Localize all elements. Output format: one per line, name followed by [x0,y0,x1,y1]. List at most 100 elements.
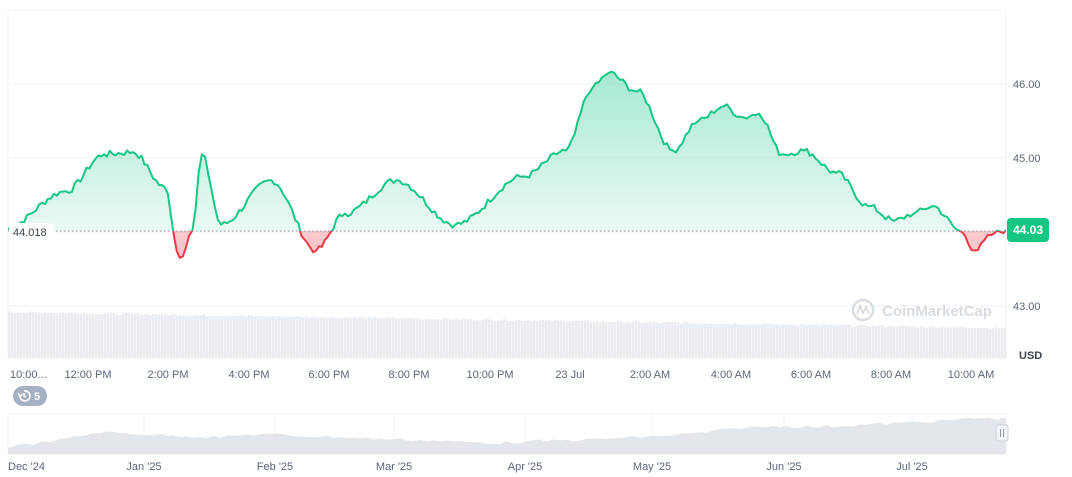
volume-bar [890,325,893,358]
navigator-area [8,417,1006,454]
volume-bar [392,317,395,358]
history-button[interactable]: 5 [13,386,47,406]
volume-bar [479,320,482,358]
volume-bar [773,324,776,358]
x-tick-label: 23 Jul [555,369,584,381]
volume-bar [797,325,800,358]
volume-bar [107,313,110,358]
volume-bar [314,316,317,358]
volume-bar [179,315,182,358]
volume-bar [413,318,416,358]
volume-bar [191,315,194,358]
volume-bar [704,323,707,358]
volume-bar [917,327,920,358]
volume-bar [23,312,26,358]
volume-bar [143,314,146,358]
volume-bar [407,317,410,358]
volume-bar [629,322,632,358]
volume-bar [683,322,686,358]
volume-bar [374,317,377,358]
volume-bar [977,328,980,358]
volume-bar [425,318,428,358]
volume-bar [515,319,518,358]
volume-bar [599,321,602,358]
volume-bar [755,323,758,358]
volume-bar [869,326,872,358]
volume-bar [59,312,62,358]
volume-bar [602,320,605,358]
volume-bar [914,326,917,358]
volume-bar [875,326,878,358]
volume-bar [551,321,554,358]
volume-bar [596,321,599,358]
volume-bar [446,318,449,358]
volume-bar [89,314,92,358]
range-label: Apr '25 [508,461,543,473]
volume-bar [611,322,614,358]
volume-bar [263,316,266,358]
volume-bar [635,321,638,358]
volume-bar [290,316,293,358]
volume-bar [902,325,905,358]
volume-bar [20,313,23,358]
range-label: Dec '24 [8,461,45,473]
volume-bar [248,315,251,358]
range-axis: Dec '24 Jan '25 Feb '25 Mar '25 Apr '25 … [8,461,928,473]
volume-bar [230,316,233,358]
volume-bar [905,325,908,358]
volume-bar [434,318,437,358]
volume-bar [848,324,851,358]
range-navigator[interactable] [7,413,1009,455]
navigator-handle[interactable] [995,424,1009,442]
volume-bar [431,319,434,358]
volume-bar [938,327,941,358]
volume-bar [299,316,302,358]
volume-bar [743,324,746,358]
volume-bar [950,327,953,358]
volume-bar [218,316,221,358]
volume-bar [995,326,998,358]
volume-bar [476,320,479,358]
volume-bar [350,318,353,358]
volume-bar [41,313,44,358]
volume-bar [209,315,212,358]
volume-bar [353,316,356,358]
volume-bar [458,319,461,358]
volume-bar [80,314,83,358]
volume-bar [305,316,308,358]
volume-bar [827,324,830,358]
volume-bar [746,324,749,358]
volume-bar [530,321,533,358]
volume-bar [362,317,365,358]
volume-bar [401,317,404,358]
volume-bar [275,316,278,358]
volume-bar [293,317,296,358]
volume-bar [323,317,326,358]
history-icon [19,390,31,402]
volume-bar [482,319,485,358]
volume-bar [17,312,20,358]
reference-price-value: 44.018 [13,227,47,239]
volume-bar [53,313,56,358]
volume-bar [311,316,314,358]
volume-bar [863,324,866,358]
volume-bar [899,325,902,358]
volume-bar [176,315,179,358]
volume-bar [974,328,977,358]
current-price-badge: 44.03 [1007,218,1049,242]
volume-bar [470,318,473,358]
volume-bar [239,315,242,358]
volume-bar [965,327,968,358]
volume-bar [671,322,674,358]
volume-bar [236,316,239,358]
volume-bar [29,311,32,358]
volume-bar [584,320,587,358]
volume-bar [758,324,761,358]
volume-bar [8,311,11,358]
volume-bar [158,314,161,358]
current-price-value: 44.03 [1013,223,1043,237]
volume-bar [380,318,383,358]
volume-bar [101,313,104,358]
volume-bar [77,313,80,358]
volume-bar [524,320,527,358]
